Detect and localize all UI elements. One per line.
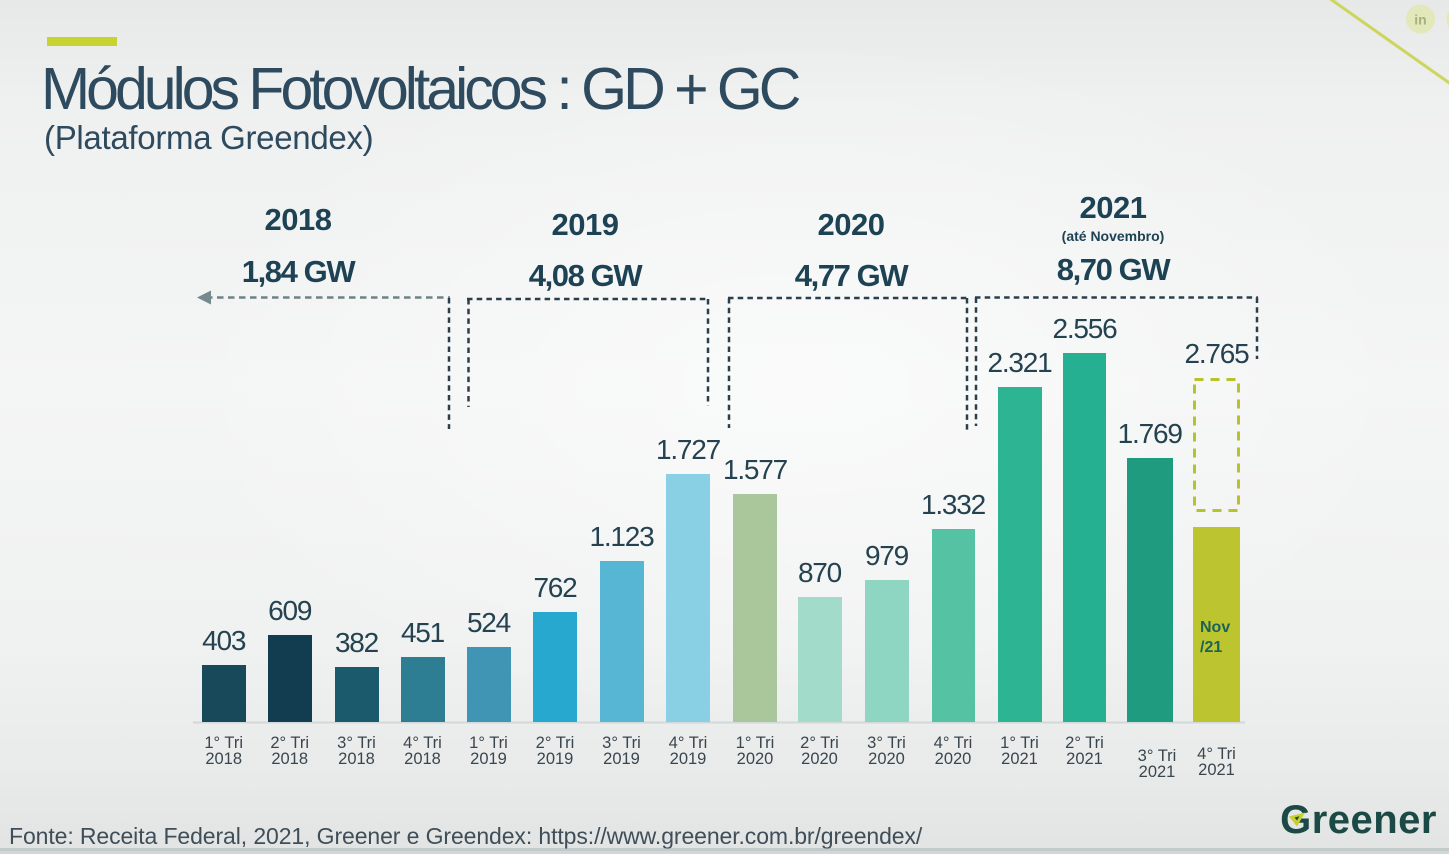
svg-text:in: in [1414, 12, 1426, 28]
